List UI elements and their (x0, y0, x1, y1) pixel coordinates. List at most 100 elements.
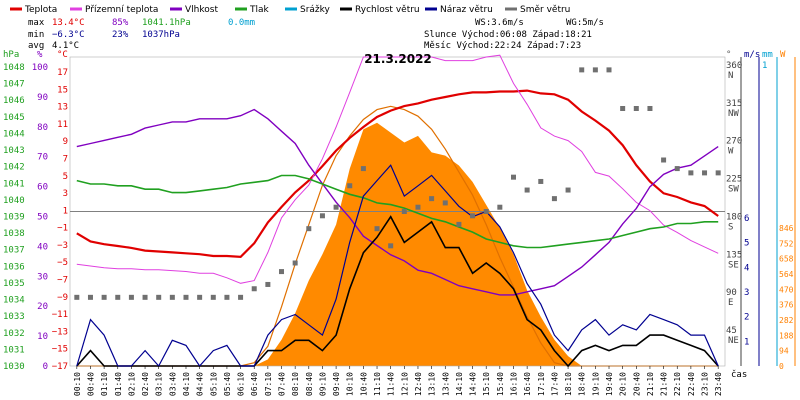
wm2-tick-9: 0 (779, 362, 784, 371)
wind-dir-point-4 (128, 294, 134, 300)
info-wg: WG:5m/s (566, 18, 604, 28)
x-tick-label-26: 13:10 (428, 372, 437, 396)
axis-unit-hpa: hPa (3, 50, 19, 60)
temp-tick-11: −5 (57, 258, 68, 268)
wind-dir-point-20 (347, 183, 353, 189)
dir-tick-deg-0: 360 (726, 61, 742, 71)
pct-tick-8: 20 (37, 302, 48, 312)
hpa-tick-15: 1033 (3, 312, 25, 322)
x-tick-label-7: 03:40 (168, 372, 177, 396)
hpa-tick-8: 1040 (3, 196, 25, 206)
wind-dir-point-46 (702, 170, 708, 176)
wind-dir-point-21 (360, 166, 366, 172)
axis-unit-temp: °C (57, 50, 68, 60)
hpa-tick-14: 1034 (3, 296, 25, 306)
wind-dir-point-45 (688, 170, 694, 176)
ms-tick-3: 3 (744, 288, 749, 298)
ms-tick-0: 6 (744, 214, 749, 224)
stats-block: max 13.4°C 85% 1041.1hPa 0.0mm min −6.3°… (28, 18, 604, 51)
dir-tick-deg-7: 45 (726, 326, 737, 336)
axis-unit-ms: m/s (744, 50, 760, 60)
axis-unit-dir: ° (726, 50, 731, 60)
wind-dir-point-8 (183, 294, 189, 300)
x-tick-label-4: 02:10 (127, 372, 136, 396)
wind-dir-point-32 (510, 174, 516, 180)
dir-tick-deg-6: 90 (726, 288, 737, 298)
wind-dir-point-11 (224, 294, 230, 300)
x-tick-label-18: 09:10 (318, 372, 327, 396)
x-tick-label-47: 23:40 (714, 372, 723, 396)
wind-dir-point-9 (197, 294, 203, 300)
legend-label-3: Tlak (249, 5, 270, 15)
temp-tick-10: −3 (57, 241, 68, 251)
x-tick-label-11: 05:40 (223, 372, 232, 396)
x-tick-label-24: 12:10 (400, 372, 409, 396)
x-tick-label-33: 16:40 (523, 372, 532, 396)
pct-tick-3: 70 (37, 153, 48, 163)
wm2-tick-7: 188 (779, 331, 794, 340)
solar-area (76, 122, 719, 366)
x-tick-label-27: 13:40 (441, 372, 450, 396)
hpa-tick-16: 1032 (3, 329, 25, 339)
temp-tick-6: 5 (63, 172, 68, 182)
x-tick-label-36: 18:10 (564, 372, 573, 396)
series-line-2 (76, 108, 719, 296)
stat-max-label: max (28, 18, 45, 28)
pct-tick-0: 100 (32, 63, 48, 73)
temp-tick-2: 13 (57, 103, 68, 113)
dir-tick-name-3: SW (728, 185, 739, 195)
x-tick-label-35: 17:40 (550, 372, 559, 396)
dir-tick-name-6: E (728, 298, 733, 308)
wind-dir-point-30 (483, 209, 489, 214)
wind-dir-point-10 (210, 294, 216, 300)
wind-dir-point-44 (674, 166, 680, 172)
hpa-tick-13: 1035 (3, 279, 25, 289)
stat-min-temp: −6.3°C (52, 30, 85, 40)
stat-max-press: 1041.1hPa (142, 18, 191, 28)
stat-min-hum: 23% (112, 30, 129, 40)
pct-tick-1: 90 (37, 93, 48, 103)
x-tick-label-14: 07:10 (264, 372, 273, 396)
legend-label-5: Rychlost větru (355, 5, 420, 15)
legend-label-4: Srážky (300, 5, 331, 15)
hpa-tick-2: 1046 (3, 96, 25, 106)
ms-tick-1: 5 (744, 239, 749, 249)
wm2-tick-1: 752 (779, 239, 794, 248)
wind-dir-point-41 (633, 106, 639, 111)
axis-unit-pct: % (37, 50, 43, 60)
wind-dir-point-29 (470, 213, 476, 219)
stat-avg-temp: 4.1°C (52, 41, 79, 51)
temp-tick-16: −15 (52, 345, 68, 355)
dir-tick-name-7: NE (728, 336, 739, 346)
axis-mm-tick: 1 (762, 61, 767, 71)
x-tick-label-9: 04:40 (196, 372, 205, 396)
wind-dir-point-3 (115, 294, 121, 300)
pct-tick-5: 50 (37, 213, 48, 223)
x-tick-label-44: 22:10 (673, 372, 682, 396)
x-tick-label-20: 10:10 (346, 372, 355, 396)
stat-max-hum: 85% (112, 18, 129, 28)
temp-tick-12: −7 (57, 276, 68, 286)
temp-tick-0: 17 (57, 68, 68, 78)
x-tick-label-1: 00:40 (86, 372, 95, 396)
wind-dir-point-17 (306, 226, 312, 232)
dir-tick-name-1: NW (728, 109, 739, 119)
wind-dir-point-38 (592, 67, 598, 73)
temp-tick-15: −13 (52, 327, 68, 337)
wind-dir-point-25 (415, 204, 421, 210)
wind-dir-point-23 (388, 243, 394, 249)
ms-tick-5: 1 (744, 337, 749, 347)
wm2-tick-0: 846 (779, 224, 794, 233)
stat-max-temp: 13.4°C (52, 18, 85, 28)
legend-label-7: Směr větru (520, 5, 570, 15)
hpa-tick-3: 1045 (3, 113, 25, 123)
temp-tick-4: 9 (63, 137, 68, 147)
x-tick-label-2: 01:10 (100, 372, 109, 396)
x-tick-label-5: 02:40 (141, 372, 150, 396)
wind-dir-point-7 (169, 294, 175, 300)
pct-tick-4: 60 (37, 183, 48, 193)
wind-dir-point-31 (497, 204, 503, 210)
wm2-tick-6: 282 (779, 316, 794, 325)
wind-dir-point-19 (333, 204, 339, 210)
